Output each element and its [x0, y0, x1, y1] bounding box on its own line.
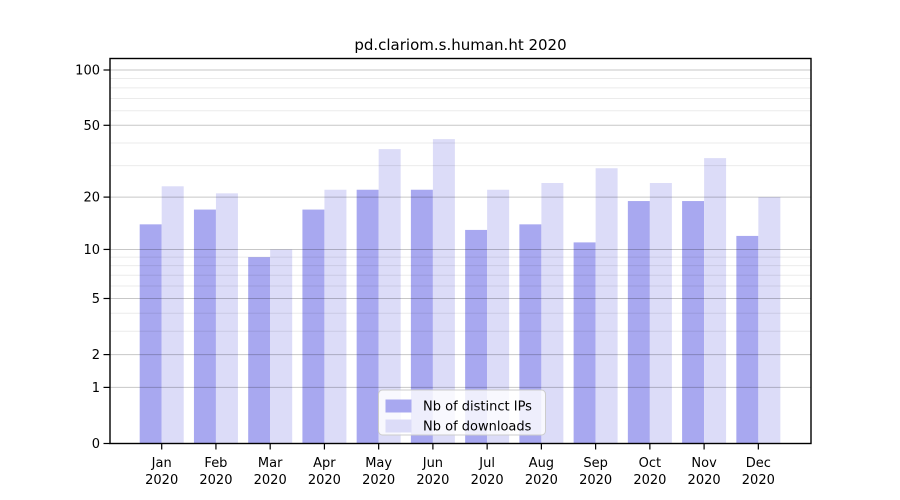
bar-distinct-ips-may	[356, 189, 379, 444]
x-tick-label-year-jan: 2020	[145, 473, 178, 488]
x-tick-label-year-nov: 2020	[688, 473, 721, 488]
y-tick-label-2: 2	[92, 348, 100, 363]
bar-downloads-mar	[270, 249, 293, 444]
bar-distinct-ips-jun	[410, 189, 433, 444]
bar-downloads-dec	[758, 197, 781, 444]
bar-distinct-ips-nov	[682, 201, 705, 444]
x-tick-label-year-aug: 2020	[525, 473, 558, 488]
x-tick-label-month-nov: Nov	[691, 456, 717, 471]
x-tick-label-year-jun: 2020	[416, 473, 449, 488]
x-tick-label-month-sep: Sep	[583, 456, 608, 471]
x-tick-label-year-jul: 2020	[471, 473, 504, 488]
y-tick-label-5: 5	[92, 292, 100, 307]
x-tick-label-year-mar: 2020	[254, 473, 287, 488]
x-tick-label-year-apr: 2020	[308, 473, 341, 488]
x-tick-label-month-jan: Jan	[151, 456, 172, 471]
bar-downloads-jan	[161, 186, 184, 444]
y-tick-label-100: 100	[75, 64, 100, 79]
bar-distinct-ips-dec	[736, 235, 759, 444]
plot-frame	[109, 57, 812, 445]
legend-box	[378, 389, 546, 436]
x-tick-label-year-may: 2020	[362, 473, 395, 488]
bar-distinct-ips-aug	[519, 224, 542, 444]
legend-label-downloads: Nb of downloads	[423, 420, 532, 435]
bar-downloads-aug	[541, 182, 564, 444]
bar-downloads-apr	[324, 189, 347, 444]
bar-downloads-jun	[432, 139, 455, 444]
x-tick-label-year-oct: 2020	[633, 473, 666, 488]
legend-swatch-distinct-ips	[385, 399, 412, 413]
chart-title: pd.clariom.s.human.ht 2020	[354, 36, 566, 54]
bar-downloads-jul	[487, 189, 510, 444]
bar-distinct-ips-jan	[139, 224, 162, 444]
legend-label-distinct-ips: Nb of distinct IPs	[423, 400, 532, 415]
x-tick-label-year-sep: 2020	[579, 473, 612, 488]
y-tick-label-0: 0	[92, 437, 100, 452]
x-tick-label-month-may: May	[365, 456, 392, 471]
x-tick-label-month-jul: Jul	[478, 456, 495, 471]
x-tick-label-month-oct: Oct	[639, 456, 661, 471]
bar-downloads-nov	[704, 158, 727, 444]
x-tick-label-month-apr: Apr	[313, 456, 336, 471]
x-tick-label-year-dec: 2020	[742, 473, 775, 488]
x-tick-label-month-mar: Mar	[258, 456, 283, 471]
legend-swatch-downloads	[385, 419, 412, 433]
bar-distinct-ips-sep	[573, 242, 596, 444]
y-tick-label-10: 10	[83, 243, 100, 258]
y-tick-label-1: 1	[92, 381, 100, 396]
bar-distinct-ips-mar	[248, 257, 271, 444]
x-tick-label-month-feb: Feb	[204, 456, 227, 471]
bar-downloads-feb	[215, 193, 238, 444]
bar-downloads-may	[378, 149, 401, 444]
x-tick-label-month-jun: Jun	[422, 456, 443, 471]
bar-downloads-oct	[649, 182, 672, 444]
y-tick-label-50: 50	[83, 119, 100, 134]
x-tick-label-month-dec: Dec	[746, 456, 771, 471]
x-tick-label-year-feb: 2020	[199, 473, 232, 488]
y-tick-label-20: 20	[83, 191, 100, 206]
bar-distinct-ips-feb	[193, 209, 216, 444]
bar-downloads-sep	[595, 168, 618, 444]
bar-distinct-ips-oct	[627, 201, 650, 444]
x-tick-label-month-aug: Aug	[529, 456, 554, 471]
bar-distinct-ips-apr	[302, 209, 325, 444]
